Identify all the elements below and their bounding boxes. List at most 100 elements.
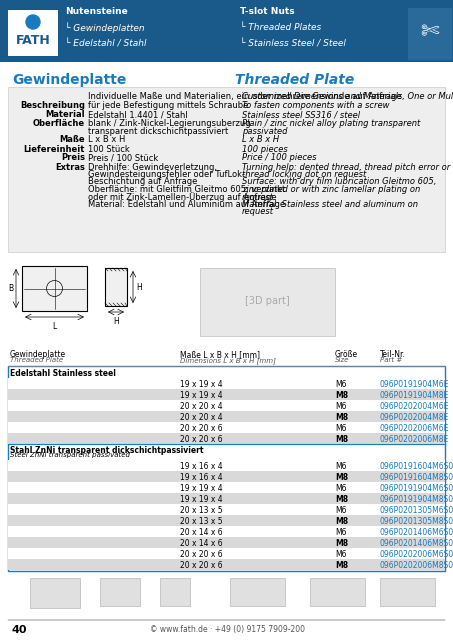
Text: 096P0201305M8S02: 096P0201305M8S02	[380, 517, 453, 526]
FancyBboxPatch shape	[100, 578, 140, 606]
FancyBboxPatch shape	[30, 578, 80, 608]
Text: └ Stainless Steel / Steel: └ Stainless Steel / Steel	[240, 40, 346, 49]
Text: M8: M8	[335, 473, 348, 482]
Text: Threaded Plate: Threaded Plate	[235, 73, 354, 87]
Text: Stainless steel SS316 / steel: Stainless steel SS316 / steel	[242, 110, 360, 119]
Text: Edelstahl 1.4401 / Stahl: Edelstahl 1.4401 / Stahl	[88, 110, 188, 119]
Text: M6: M6	[335, 424, 347, 433]
Text: Preis: Preis	[61, 154, 85, 163]
Text: 19 x 19 x 4: 19 x 19 x 4	[180, 391, 222, 400]
FancyBboxPatch shape	[8, 460, 445, 471]
Text: 096P0191904M6S02: 096P0191904M6S02	[380, 484, 453, 493]
Text: 19 x 16 x 4: 19 x 16 x 4	[180, 462, 222, 471]
Text: 19 x 16 x 4: 19 x 16 x 4	[180, 473, 222, 482]
Text: [3D part]: [3D part]	[245, 296, 289, 306]
Text: B: B	[8, 284, 13, 293]
Text: 20 x 14 x 6: 20 x 14 x 6	[180, 528, 222, 537]
FancyBboxPatch shape	[8, 537, 445, 548]
Text: 20 x 14 x 6: 20 x 14 x 6	[180, 539, 222, 548]
Text: Preis / 100 Stück: Preis / 100 Stück	[88, 154, 158, 163]
FancyBboxPatch shape	[310, 578, 365, 606]
Text: Nutensteine: Nutensteine	[65, 8, 128, 17]
Text: 19 x 19 x 4: 19 x 19 x 4	[180, 495, 222, 504]
Text: Threaded Plate: Threaded Plate	[10, 357, 63, 363]
Text: 096P0191904M6E: 096P0191904M6E	[380, 380, 449, 389]
FancyBboxPatch shape	[8, 504, 445, 515]
Text: 096P0201305M6S01: 096P0201305M6S01	[380, 506, 453, 515]
Text: 20 x 13 x 5: 20 x 13 x 5	[180, 506, 222, 515]
Text: Oberfläche: Oberfläche	[33, 119, 85, 128]
Text: Oberfläche: mit Gleitfilm Gleitmo 605, verzinkt: Oberfläche: mit Gleitfilm Gleitmo 605, v…	[88, 185, 285, 194]
FancyBboxPatch shape	[0, 0, 453, 62]
Text: Drehhilfe: Gewindeverletzung,: Drehhilfe: Gewindeverletzung,	[88, 163, 217, 172]
FancyBboxPatch shape	[8, 400, 445, 411]
Text: Beschreibung: Beschreibung	[20, 101, 85, 110]
Text: transparent dickschichtpassiviert: transparent dickschichtpassiviert	[88, 127, 228, 136]
Text: M8: M8	[335, 561, 348, 570]
Text: Surface: with dry film lubrication Gleitmo 605,: Surface: with dry film lubrication Gleit…	[242, 177, 436, 186]
Text: 096P0202006M8E: 096P0202006M8E	[380, 435, 449, 444]
FancyBboxPatch shape	[8, 411, 445, 422]
Text: 096P0191604M8S02: 096P0191604M8S02	[380, 473, 453, 482]
FancyBboxPatch shape	[8, 87, 445, 252]
Text: 096P0202006M6E: 096P0202006M6E	[380, 424, 449, 433]
Text: L x B x H: L x B x H	[88, 136, 125, 145]
FancyBboxPatch shape	[160, 578, 190, 606]
Text: Extras: Extras	[55, 163, 85, 172]
Text: 096P0191604M6S01: 096P0191604M6S01	[380, 462, 453, 471]
Text: 20 x 20 x 6: 20 x 20 x 6	[180, 561, 222, 570]
Text: Maße L x B x H [mm]: Maße L x B x H [mm]	[180, 350, 260, 359]
FancyBboxPatch shape	[8, 493, 445, 504]
Text: Dimensions L x B x H [mm]: Dimensions L x B x H [mm]	[180, 357, 276, 364]
Text: M6: M6	[335, 484, 347, 493]
Text: 19 x 19 x 4: 19 x 19 x 4	[180, 380, 222, 389]
FancyBboxPatch shape	[8, 559, 445, 570]
Text: 20 x 20 x 6: 20 x 20 x 6	[180, 435, 222, 444]
Text: Stahl ZnNi transparent dickschichtpassiviert: Stahl ZnNi transparent dickschichtpassiv…	[10, 446, 203, 455]
Circle shape	[26, 15, 40, 29]
Text: Größe: Größe	[335, 350, 358, 359]
FancyBboxPatch shape	[8, 515, 445, 526]
FancyBboxPatch shape	[8, 471, 445, 482]
Text: 096P0201406M6S01: 096P0201406M6S01	[380, 528, 453, 537]
Text: request: request	[242, 207, 274, 216]
Text: © www.fath.de · +49 (0) 9175 7909-200: © www.fath.de · +49 (0) 9175 7909-200	[149, 625, 304, 634]
Text: M6: M6	[335, 380, 347, 389]
Text: M6: M6	[335, 462, 347, 471]
Text: M6: M6	[335, 402, 347, 411]
Text: M8: M8	[335, 495, 348, 504]
FancyBboxPatch shape	[105, 268, 127, 306]
Text: Size: Size	[335, 357, 349, 363]
Text: Gewindeplatte: Gewindeplatte	[12, 73, 126, 87]
Text: M6: M6	[335, 528, 347, 537]
Text: Price / 100 pieces: Price / 100 pieces	[242, 154, 317, 163]
Text: M8: M8	[335, 435, 348, 444]
Text: thread locking dot on request: thread locking dot on request	[242, 170, 366, 179]
Text: 100 Stück: 100 Stück	[88, 145, 130, 154]
Text: Gewindeplatte: Gewindeplatte	[10, 350, 66, 359]
FancyBboxPatch shape	[8, 378, 445, 389]
FancyBboxPatch shape	[8, 389, 445, 400]
Text: passivated: passivated	[242, 127, 288, 136]
Text: zinc plated or with zinc lamellar plating on: zinc plated or with zinc lamellar platin…	[242, 185, 420, 194]
Text: To fasten components with a screw: To fasten components with a screw	[242, 101, 390, 110]
Text: Plain / zinc nickel alloy plating transparent: Plain / zinc nickel alloy plating transp…	[242, 119, 420, 128]
FancyBboxPatch shape	[8, 548, 445, 559]
Text: Maße: Maße	[59, 136, 85, 145]
Text: └ Gewindeplatten: └ Gewindeplatten	[65, 22, 145, 33]
Text: 40: 40	[12, 625, 28, 635]
Text: 096P0202004M6E: 096P0202004M6E	[380, 402, 449, 411]
Text: 096P0202006M6S03: 096P0202006M6S03	[380, 550, 453, 559]
Text: 096P0202004M8E: 096P0202004M8E	[380, 413, 449, 422]
FancyBboxPatch shape	[22, 266, 87, 311]
Text: Turning help: dented thread, thread pitch error or: Turning help: dented thread, thread pitc…	[242, 163, 450, 172]
Text: FATH: FATH	[15, 33, 50, 47]
FancyBboxPatch shape	[200, 268, 335, 336]
Text: Material: Material	[45, 110, 85, 119]
Text: L: L	[53, 322, 57, 331]
Text: H: H	[113, 317, 119, 326]
Text: ✄: ✄	[421, 22, 439, 42]
Text: Part #: Part #	[380, 357, 402, 363]
Text: Customized Dimensions and Materials, One or Multiple Threads on Request: Customized Dimensions and Materials, One…	[242, 92, 453, 101]
Text: Material: Stainless steel and aluminum on: Material: Stainless steel and aluminum o…	[242, 200, 418, 209]
